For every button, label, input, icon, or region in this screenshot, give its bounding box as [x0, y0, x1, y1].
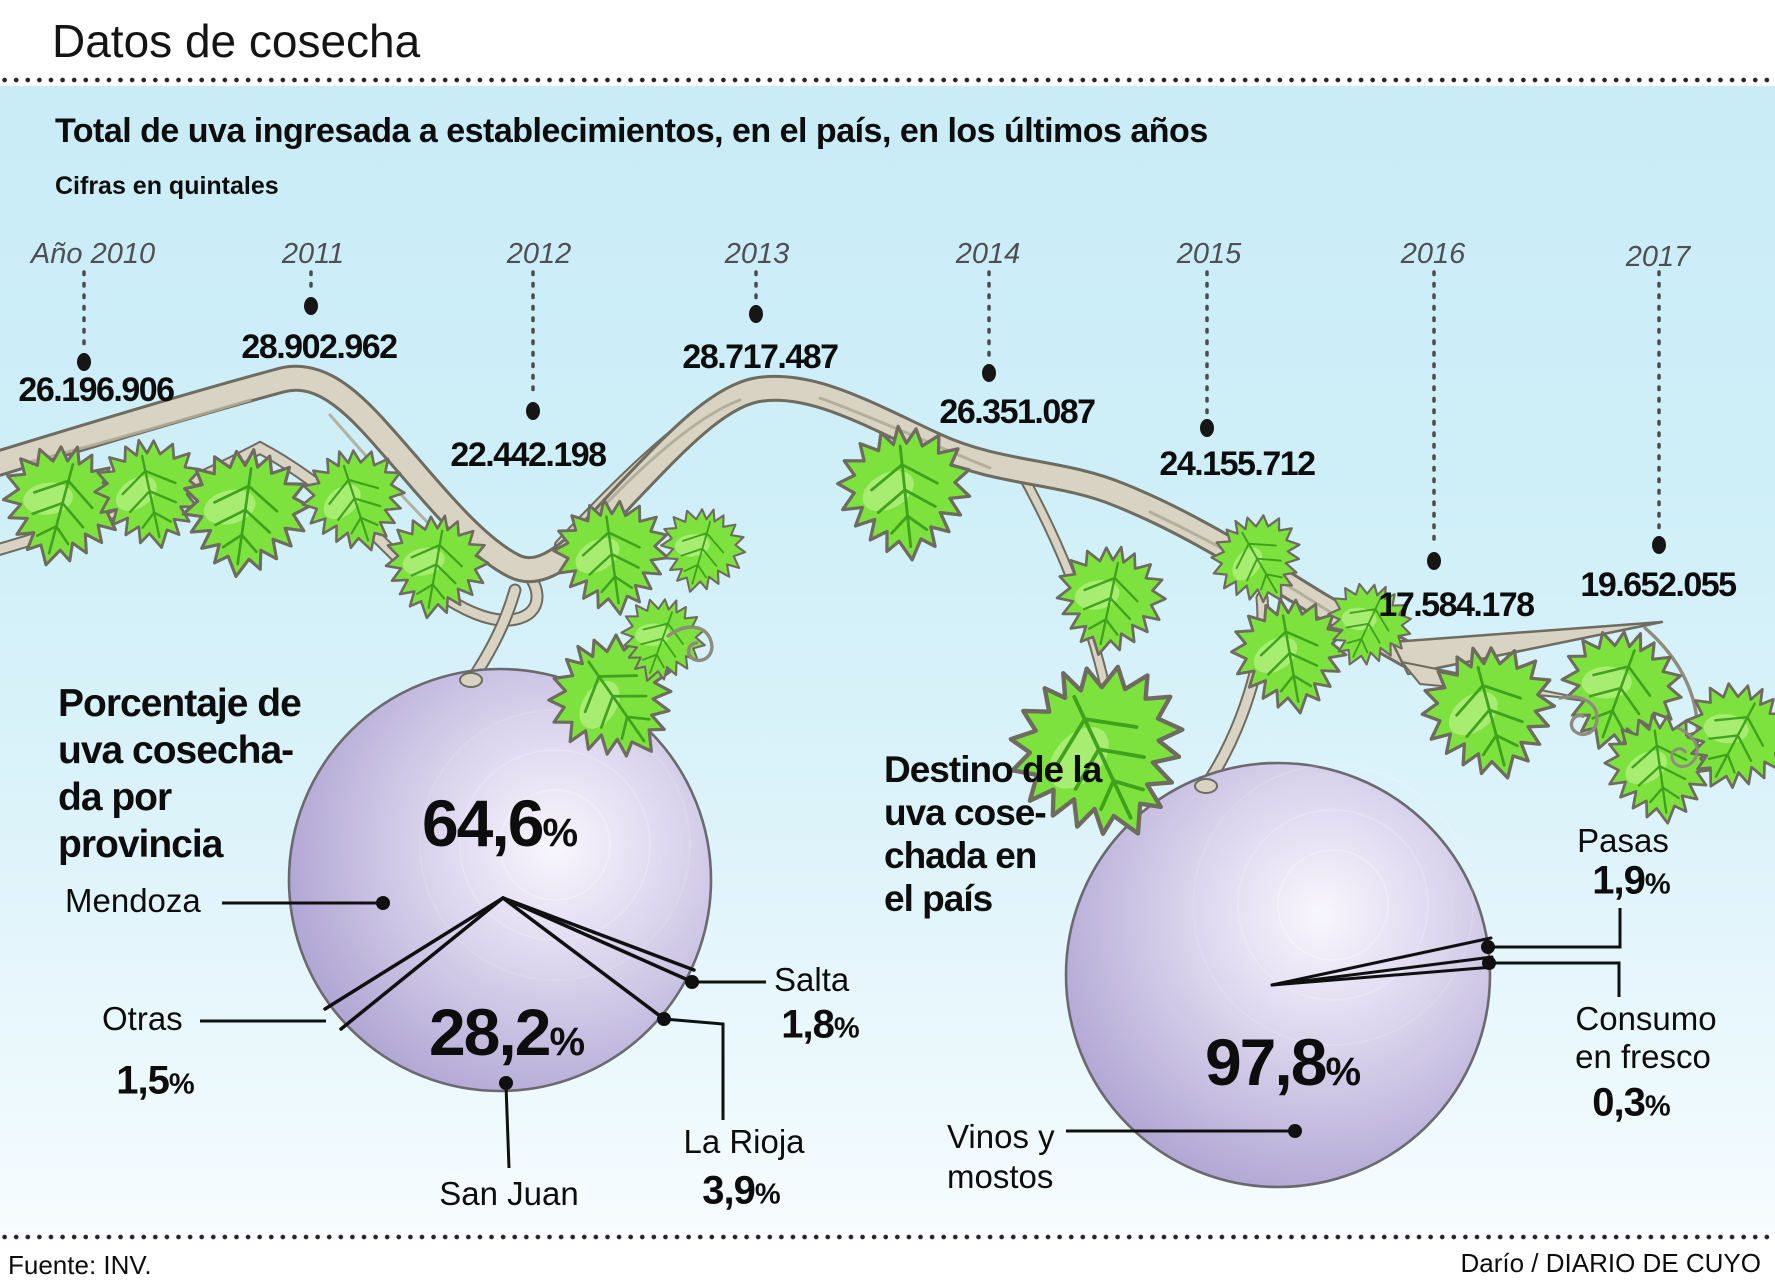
year-label-2013: 2013: [724, 238, 790, 270]
province-pie-slice-lines: [323, 896, 699, 1031]
salta-label: Salta: [774, 961, 850, 998]
salta-percent: 1,8%: [781, 1002, 859, 1047]
vinos-label-line1: Vinos y: [947, 1118, 1055, 1155]
year-label-2010: Año 2010: [30, 238, 156, 270]
province-pie-title-line: Porcentaje de: [58, 682, 302, 725]
destination-pie-title: Destino de la uva cose- chada en el país: [884, 748, 1102, 920]
mendoza-label: Mendoza: [65, 882, 201, 919]
destination-pie-title-line: chada en: [884, 835, 1037, 876]
author-credit: Darío / DIARIO DE CUYO: [1460, 1248, 1762, 1278]
grape-leaf-icon: [648, 497, 755, 605]
year-label-2011: 2011: [281, 238, 345, 270]
chart-subtitle: Cifras en quintales: [55, 172, 279, 200]
year-label-2015: 2015: [1176, 238, 1242, 270]
san-juan-percent: 28,2%: [428, 995, 586, 1069]
san-juan-label: San Juan: [439, 1175, 579, 1212]
destination-pie-grape: [1064, 761, 1492, 1189]
year-label-2016: 2016: [1400, 238, 1466, 270]
province-pie-title-line: da por: [58, 776, 172, 819]
consumo-label-line2: en fresco: [1575, 1038, 1711, 1075]
year-value-2014: 26.351.087: [939, 393, 1096, 431]
otras-percent: 1,5%: [116, 1058, 194, 1103]
year-marker-dots: [77, 297, 1666, 570]
chart-title: Total de uva ingresada a establecimiento…: [55, 112, 1208, 150]
pasas-percent: 1,9%: [1592, 858, 1670, 903]
pie-label-dots: [376, 896, 1496, 1138]
otras-label: Otras: [102, 1000, 183, 1037]
page-title: Datos de cosecha: [52, 15, 421, 67]
vinos-percent: 97,8%: [1204, 1025, 1362, 1099]
year-label-2012: 2012: [506, 238, 572, 270]
vinos-label-line2: mostos: [947, 1158, 1054, 1195]
source-credit: Fuente: INV.: [8, 1250, 152, 1280]
top-dotted-separator: [2, 77, 1775, 83]
year-value-2012: 22.442.198: [450, 436, 607, 474]
year-label-2017: 2017: [1625, 241, 1691, 273]
destination-pie-title-line: Destino de la: [884, 749, 1102, 790]
year-value-2016: 17.584.178: [1378, 586, 1535, 624]
mendoza-percent: 64,6%: [421, 786, 579, 860]
year-value-2015: 24.155.712: [1159, 445, 1316, 483]
destination-pie-slice-lines: [1270, 936, 1495, 987]
pasas-label: Pasas: [1577, 822, 1669, 859]
destination-pie-title-line: uva cose-: [884, 792, 1047, 833]
year-value-2010: 26.196.906: [18, 371, 175, 409]
destination-pie-title-line: el país: [884, 878, 993, 919]
province-pie-title: Porcentaje de uva cosecha- da por provin…: [58, 680, 302, 868]
year-value-2011: 28.902.962: [241, 328, 398, 366]
year-value-2017: 19.652.055: [1580, 566, 1737, 604]
grape-leaf-icon: [546, 490, 679, 624]
year-value-2013: 28.717.487: [682, 338, 839, 376]
province-pie-title-line: uva cosecha-: [58, 729, 294, 772]
consumo-label-line1: Consumo: [1575, 1000, 1717, 1037]
la-rioja-label: La Rioja: [683, 1123, 805, 1160]
consumo-percent: 0,3%: [1592, 1080, 1670, 1125]
province-pie-title-line: provincia: [58, 823, 223, 866]
bottom-dotted-separator: [2, 1234, 1775, 1240]
pie-label-connectors: [200, 901, 1622, 1169]
year-marker-stems: [82, 270, 1661, 549]
year-label-2014: 2014: [955, 238, 1021, 270]
la-rioja-percent: 3,9%: [702, 1168, 780, 1213]
